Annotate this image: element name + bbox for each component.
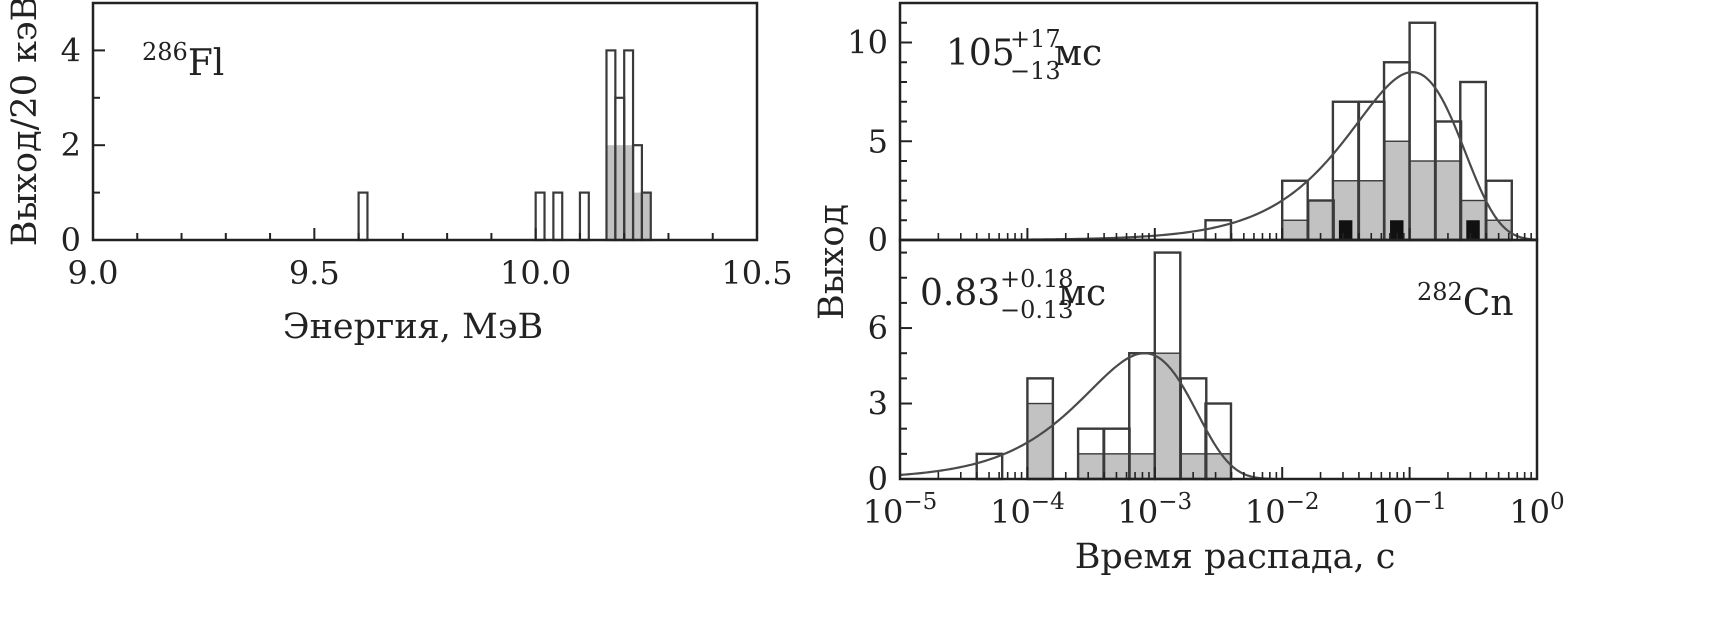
- cn-decay-y-tick-label: 3: [868, 385, 888, 423]
- cn-decay-x-tick-base: 10: [1117, 493, 1158, 531]
- decay-y-axis-title: Выход: [812, 204, 852, 320]
- cn-decay-x-tick-label: 10−4: [990, 489, 1065, 531]
- cn-decay-x-tick-base: 10: [1372, 493, 1413, 531]
- energy-total-bar: [552, 191, 564, 242]
- cn-decay-plot-area: [899, 251, 1273, 481]
- energy-shaded-bar: [641, 192, 651, 240]
- fl-decay-y-tick-label: 10: [847, 24, 888, 62]
- energy-shaded-bar: [633, 192, 642, 240]
- cn-decay-x-tick-exponent: −2: [1286, 489, 1320, 515]
- cn-decay-x-tick-exponent: −3: [1158, 489, 1192, 515]
- fl-halflife-unit: мс: [1054, 33, 1102, 74]
- cn-decay-x-tick-base: 10: [1509, 493, 1550, 531]
- fl-decay-shaded-bar: [1281, 219, 1309, 241]
- fl-halflife-label: 105: [946, 33, 1015, 74]
- energy-total-bar: [578, 191, 590, 242]
- cn-decay-shaded-bar: [1077, 453, 1105, 480]
- fl-decay-black-bar: [1466, 220, 1480, 240]
- energy-nuclide-element: Fl: [188, 43, 225, 84]
- fl-decay-y-tick-label: 0: [868, 221, 888, 259]
- cn-nuclide-mass: 282: [1417, 278, 1463, 306]
- energy-shaded-bar: [606, 145, 616, 240]
- energy-histogram-panel: 9.0 9.5 10.0 10.5 0 2 4 286Fl Энергия, МэВ Вых…: [5, 0, 793, 347]
- cn-decay-x-tick-base: 10: [1245, 493, 1286, 531]
- energy-x-tick-label: 9.0: [68, 254, 119, 292]
- cn-decay-x-tick-label: 10−5: [863, 489, 938, 531]
- fl-halflife-plus: +17: [1010, 25, 1061, 53]
- energy-x-tick-label: 10.5: [721, 254, 792, 292]
- fl-decay-ticks: 0 5 10: [847, 21, 1538, 259]
- fl-decay-shaded-bar: [1434, 160, 1462, 241]
- energy-y-tick-label: 4: [61, 31, 81, 69]
- cn-nuclide-label: 282Cn: [1417, 278, 1514, 324]
- cn-decay-x-tick-label: 100: [1509, 489, 1564, 531]
- cn-decay-y-tick-label: 6: [868, 309, 888, 347]
- cn-decay-shaded-bar: [1204, 453, 1232, 480]
- fl-decay-black-bar: [1390, 220, 1404, 240]
- energy-plot-area: [357, 49, 652, 242]
- energy-x-tick-label: 10.0: [500, 254, 571, 292]
- cn-decay-shaded-bar: [1154, 352, 1181, 480]
- energy-y-tick-label: 2: [61, 126, 81, 164]
- cn-halflife-minus: −0.13: [1000, 296, 1074, 324]
- cn-halflife-plus: +0.18: [1000, 265, 1074, 293]
- energy-ticks: 9.0 9.5 10.0 10.5 0 2 4: [61, 31, 793, 292]
- cn-halflife-unit: мс: [1058, 273, 1106, 314]
- fl-halflife-minus: −13: [1010, 57, 1061, 85]
- fl-halflife-value: 105: [946, 33, 1015, 74]
- decay-x-axis-title: Время распада, с: [1075, 537, 1396, 577]
- energy-nuclide-label: 286Fl: [142, 38, 224, 84]
- cn-decay-x-tick-exponent: −1: [1413, 489, 1447, 515]
- energy-total-bar: [357, 191, 369, 242]
- energy-nuclide-mass: 286: [142, 38, 188, 66]
- cn-decay-y-tick-label: 0: [868, 460, 888, 498]
- cn-halflife-value: 0.83: [920, 273, 1000, 314]
- cn-decay-x-tick-exponent: 0: [1550, 489, 1565, 515]
- energy-x-axis-title: Энергия, МэВ: [283, 307, 543, 347]
- fl-decay-total-bar: [1204, 219, 1233, 242]
- energy-y-tick-label: 0: [61, 221, 81, 259]
- fl-decay-shaded-bar: [1358, 180, 1386, 241]
- energy-shaded-bar: [615, 145, 625, 240]
- energy-shaded-bar: [624, 145, 634, 240]
- cn-decay-x-tick-label: 10−3: [1117, 489, 1192, 531]
- energy-plot-frame: [91, 1, 759, 242]
- cn-decay-x-tick-label: 10−2: [1245, 489, 1320, 531]
- cn-decay-fit-curve: [899, 352, 1273, 480]
- cn-decay-x-tick-label: 10−1: [1372, 489, 1447, 531]
- energy-total-bar: [534, 191, 546, 242]
- energy-y-axis-title: Выход/20 кэВ: [5, 0, 45, 246]
- fl-decay-panel: 0 5 10 105 +17 −13 мс: [847, 1, 1539, 259]
- cn-decay-x-tick-base: 10: [863, 493, 904, 531]
- cn-halflife-label: 0.83: [920, 273, 1000, 314]
- cn-decay-plot-frame: [898, 238, 1539, 481]
- fl-decay-black-bar: [1338, 220, 1353, 240]
- cn-nuclide-element: Cn: [1463, 283, 1514, 324]
- cn-decay-x-tick-base: 10: [990, 493, 1031, 531]
- cn-decay-x-tick-exponent: −4: [1031, 489, 1065, 515]
- energy-x-tick-label: 9.5: [289, 254, 340, 292]
- fl-decay-y-tick-label: 5: [868, 122, 888, 160]
- fl-decay-shaded-bar: [1408, 160, 1436, 241]
- cn-decay-x-tick-exponent: −5: [903, 489, 937, 515]
